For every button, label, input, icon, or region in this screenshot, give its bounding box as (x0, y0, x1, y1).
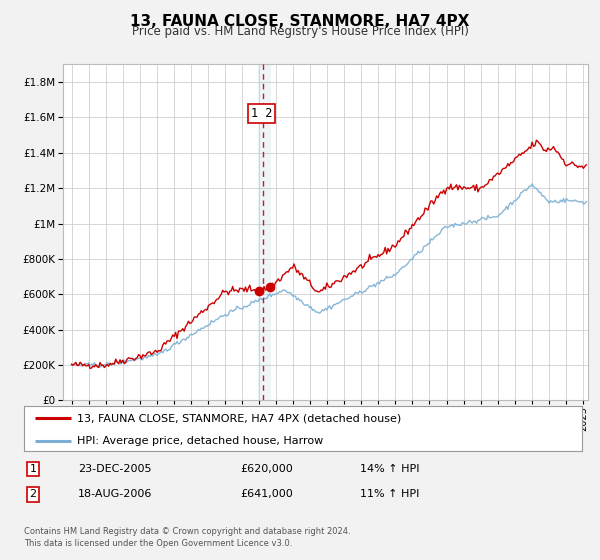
Text: 1: 1 (29, 464, 37, 474)
Text: 1 2: 1 2 (251, 108, 272, 120)
Text: 18-AUG-2006: 18-AUG-2006 (78, 489, 152, 499)
Bar (258, 64, 271, 400)
Text: 13, FAUNA CLOSE, STANMORE, HA7 4PX (detached house): 13, FAUNA CLOSE, STANMORE, HA7 4PX (deta… (77, 413, 401, 423)
Text: £641,000: £641,000 (240, 489, 293, 499)
Text: 23-DEC-2005: 23-DEC-2005 (78, 464, 151, 474)
Text: Price paid vs. HM Land Registry's House Price Index (HPI): Price paid vs. HM Land Registry's House … (131, 25, 469, 38)
Text: 2: 2 (29, 489, 37, 499)
Text: 11% ↑ HPI: 11% ↑ HPI (360, 489, 419, 499)
Text: 14% ↑ HPI: 14% ↑ HPI (360, 464, 419, 474)
Text: Contains HM Land Registry data © Crown copyright and database right 2024.
This d: Contains HM Land Registry data © Crown c… (24, 527, 350, 548)
Text: HPI: Average price, detached house, Harrow: HPI: Average price, detached house, Harr… (77, 436, 323, 446)
Text: £620,000: £620,000 (240, 464, 293, 474)
Text: 13, FAUNA CLOSE, STANMORE, HA7 4PX: 13, FAUNA CLOSE, STANMORE, HA7 4PX (130, 14, 470, 29)
